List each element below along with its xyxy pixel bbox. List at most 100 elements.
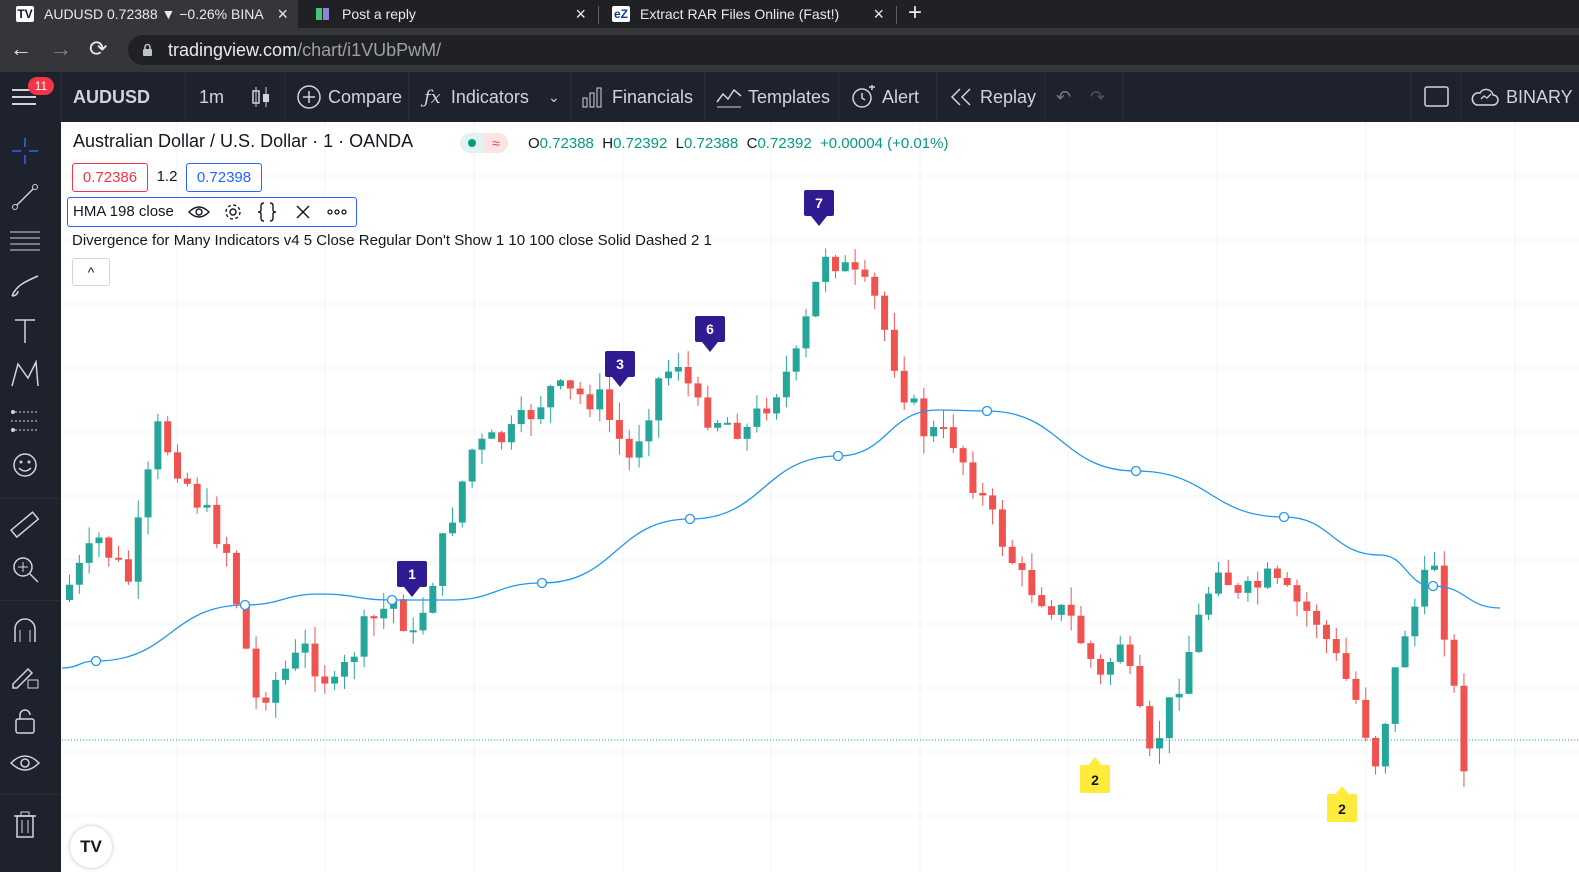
candle-body bbox=[95, 537, 103, 544]
open-value: 0.72388 bbox=[539, 135, 594, 152]
new-tab-plus-icon[interactable]: + bbox=[908, 0, 923, 26]
marker-pointer bbox=[1087, 757, 1103, 767]
ruler-icon[interactable] bbox=[8, 508, 42, 542]
toolbar-divider bbox=[570, 72, 571, 122]
browser-tab[interactable]: eZ Extract RAR Files Online (Fast!) × bbox=[596, 0, 894, 28]
candle-body bbox=[547, 386, 555, 408]
toolbar-divider bbox=[1122, 72, 1123, 122]
alarm-clock-icon bbox=[852, 85, 875, 108]
compare-button[interactable]: Compare bbox=[296, 72, 402, 122]
marker-pointer bbox=[702, 342, 718, 352]
ohlc-values: O0.72388 H0.72392 L0.72388 C0.72392 +0.0… bbox=[528, 135, 948, 152]
undo-icon[interactable]: ↶ bbox=[1056, 86, 1072, 107]
text-tool-icon[interactable] bbox=[8, 314, 42, 348]
hma-indicator-legend[interactable]: HMA 198 close bbox=[67, 197, 357, 227]
url-field[interactable]: tradingview.com/chart/i1VUbPwM/ bbox=[128, 35, 1579, 65]
candle-body bbox=[645, 420, 653, 442]
fib-retracement-icon[interactable] bbox=[8, 224, 42, 258]
chart-style-candles-icon[interactable] bbox=[250, 72, 278, 122]
hma-point bbox=[1427, 580, 1439, 592]
smiley-icon[interactable] bbox=[8, 448, 42, 482]
candle-body bbox=[223, 544, 231, 553]
menu-hamburger-icon[interactable] bbox=[12, 72, 44, 122]
brush-icon[interactable] bbox=[8, 268, 42, 302]
collapse-legend-button[interactable]: ^ bbox=[72, 258, 110, 286]
financials-button[interactable]: Financials bbox=[582, 72, 693, 122]
candle-body bbox=[1077, 615, 1085, 644]
redo-icon[interactable]: ↷ bbox=[1090, 86, 1106, 107]
toolbar-divider bbox=[0, 794, 61, 795]
candle-body bbox=[920, 398, 928, 437]
replay-button[interactable]: Replay bbox=[950, 72, 1036, 122]
candle-body bbox=[183, 478, 191, 484]
candle-body bbox=[615, 419, 623, 439]
source-code-braces-icon[interactable] bbox=[256, 201, 278, 223]
marker-pointer bbox=[811, 216, 827, 226]
eye-icon[interactable] bbox=[188, 201, 210, 223]
candle-body bbox=[890, 329, 898, 371]
symbol-search-button[interactable]: AUDUSD bbox=[73, 72, 150, 122]
candle-body bbox=[1165, 697, 1173, 739]
trash-icon[interactable] bbox=[8, 808, 42, 842]
toolbar-divider bbox=[408, 72, 409, 122]
market-status-pill[interactable]: ≈ bbox=[460, 133, 508, 153]
remove-x-icon[interactable] bbox=[292, 201, 314, 223]
trend-line-icon[interactable] bbox=[8, 180, 42, 214]
pattern-xabcd-icon[interactable] bbox=[8, 358, 42, 392]
candlestick-chart[interactable]: 1 3 6 7 2 2 bbox=[62, 122, 1579, 872]
toolbar-divider bbox=[185, 72, 186, 122]
candle-body bbox=[861, 269, 869, 277]
candle-body bbox=[1018, 563, 1026, 570]
candle-body bbox=[1283, 578, 1291, 586]
candle-body bbox=[75, 562, 83, 585]
compare-plus-icon bbox=[297, 85, 321, 109]
candle-body bbox=[763, 408, 771, 414]
magnet-icon[interactable] bbox=[8, 614, 42, 648]
function-fx-icon: ƒx bbox=[424, 86, 441, 108]
tradingview-logo[interactable]: TV bbox=[70, 826, 112, 868]
forward-arrow-icon[interactable]: → bbox=[50, 36, 72, 61]
symbol-legend-title[interactable]: Australian Dollar / U.S. Dollar · 1 · OA… bbox=[73, 131, 414, 151]
browser-tab[interactable]: Post a reply × bbox=[298, 0, 596, 28]
forum-icon bbox=[314, 6, 332, 22]
close-tab-icon[interactable]: × bbox=[575, 4, 586, 24]
candle-body bbox=[900, 370, 908, 403]
candle-body bbox=[625, 438, 633, 458]
url-text: tradingview.com/chart/i1VUbPwM/ bbox=[168, 40, 441, 61]
candle-body bbox=[998, 509, 1006, 547]
indicators-button[interactable]: ƒx Indicators bbox=[424, 72, 529, 122]
close-tab-icon[interactable]: × bbox=[277, 4, 288, 24]
templates-button[interactable]: Templates bbox=[716, 72, 830, 122]
lock-drawings-pencil-icon[interactable] bbox=[8, 658, 42, 692]
candle-body bbox=[576, 388, 584, 395]
candle-body bbox=[174, 452, 182, 479]
browser-tab-active[interactable]: TV AUDUSD 0.72388 ▼ −0.26% BINA × bbox=[0, 0, 298, 28]
compare-label: Compare bbox=[328, 86, 403, 107]
back-arrow-icon[interactable]: ← bbox=[10, 36, 32, 61]
candle-body bbox=[498, 432, 506, 443]
interval-button[interactable]: 1m bbox=[199, 72, 224, 122]
buy-price-button[interactable]: 0.72398 bbox=[186, 163, 262, 192]
candle-body bbox=[1460, 685, 1468, 772]
marker-box bbox=[695, 316, 725, 342]
eye-visibility-icon[interactable] bbox=[8, 746, 42, 780]
candle-body bbox=[1244, 580, 1252, 593]
candle-body bbox=[1352, 678, 1360, 700]
crosshair-icon[interactable] bbox=[8, 134, 42, 168]
high-value: 0.72392 bbox=[613, 135, 668, 152]
close-tab-icon[interactable]: × bbox=[873, 4, 884, 24]
prediction-measure-icon[interactable] bbox=[8, 404, 42, 438]
settings-gear-icon[interactable] bbox=[222, 201, 244, 223]
divergence-indicator-label[interactable]: Divergence for Many Indicators v4 5 Clos… bbox=[72, 232, 712, 249]
more-options-icon[interactable] bbox=[326, 201, 348, 223]
indicators-dropdown-chevron-icon[interactable]: ⌄ bbox=[548, 88, 560, 105]
candle-body bbox=[1440, 565, 1448, 640]
zoom-in-icon[interactable] bbox=[8, 552, 42, 586]
broker-button[interactable]: BINARY bbox=[1470, 72, 1573, 122]
fullscreen-square-icon[interactable] bbox=[1424, 72, 1456, 122]
reload-icon[interactable]: ⟳ bbox=[89, 36, 108, 61]
candle-body bbox=[1008, 546, 1016, 564]
sell-price-button[interactable]: 0.72386 bbox=[72, 163, 148, 192]
unlock-icon[interactable] bbox=[8, 704, 42, 738]
alert-button[interactable]: Alert bbox=[850, 72, 919, 122]
